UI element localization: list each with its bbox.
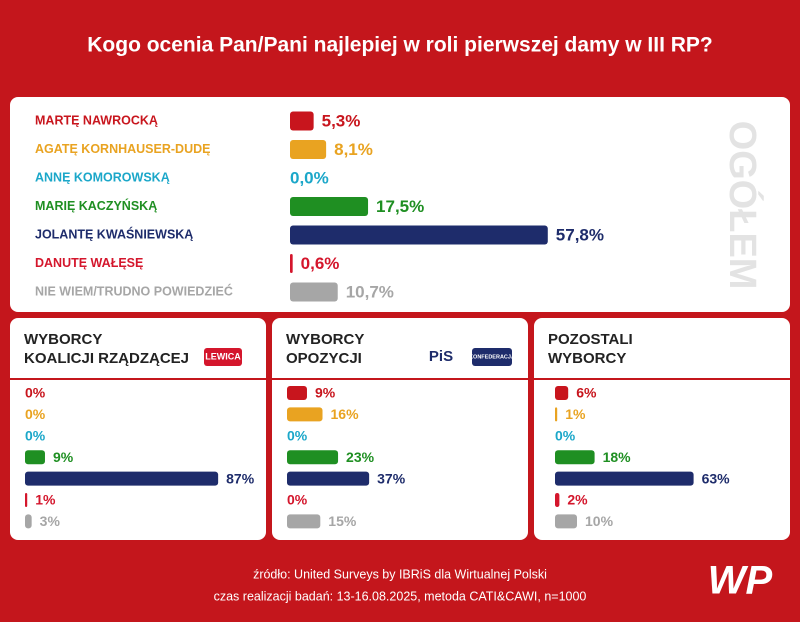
value-label: 0% bbox=[25, 385, 46, 401]
bar bbox=[25, 493, 28, 507]
bar bbox=[290, 197, 369, 216]
bar bbox=[287, 450, 339, 465]
bar bbox=[287, 407, 323, 422]
category-label: NIE WIEM/TRUDNO POWIEDZIEĆ bbox=[35, 283, 233, 298]
bar bbox=[290, 111, 314, 131]
category-label: ANNĘ KOMOROWSKĄ bbox=[35, 170, 170, 184]
value-label: 1% bbox=[35, 492, 56, 508]
bar bbox=[290, 225, 548, 245]
bar bbox=[25, 514, 32, 529]
bar bbox=[25, 471, 219, 486]
value-label: 1% bbox=[565, 406, 586, 422]
logo: LEWICA bbox=[205, 351, 241, 361]
main-panel bbox=[10, 97, 790, 312]
value-label: 0% bbox=[25, 428, 46, 444]
bar bbox=[287, 514, 321, 529]
bar bbox=[555, 471, 694, 486]
logo: PiS bbox=[429, 348, 453, 365]
bar bbox=[290, 254, 293, 273]
value-label: 0,6% bbox=[301, 254, 340, 273]
bar bbox=[287, 471, 370, 486]
brand-logo: WP bbox=[708, 559, 773, 603]
value-label: 10% bbox=[585, 513, 614, 529]
bar bbox=[555, 514, 577, 529]
side-label: OGÓŁEM bbox=[721, 121, 765, 290]
logo: KONFEDERACJA bbox=[469, 354, 515, 360]
panel-title: WYBORCY bbox=[24, 331, 102, 348]
bar bbox=[555, 407, 558, 422]
value-label: 37% bbox=[377, 470, 406, 486]
bar bbox=[25, 450, 45, 465]
panel-title: POZOSTALI bbox=[548, 331, 633, 348]
value-label: 6% bbox=[576, 385, 597, 401]
value-label: 9% bbox=[315, 385, 336, 401]
value-label: 0% bbox=[555, 428, 576, 444]
category-label: AGATĘ KORNHAUSER-DUDĘ bbox=[35, 142, 210, 156]
panel-title: WYBORCY bbox=[548, 350, 626, 367]
value-label: 0% bbox=[287, 428, 308, 444]
bar bbox=[555, 450, 595, 465]
source: źródło: United Surveys by IBRiS dla Wirt… bbox=[253, 567, 547, 581]
value-label: 2% bbox=[567, 492, 588, 508]
bar bbox=[555, 386, 569, 400]
panel-title: KOALICJI RZĄDZĄCEJ bbox=[24, 350, 189, 367]
bar bbox=[287, 386, 307, 400]
value-label: 0,0% bbox=[290, 168, 329, 187]
value-label: 10,7% bbox=[346, 282, 394, 301]
panel-title: WYBORCY bbox=[286, 331, 364, 348]
category-label: JOLANTĘ KWAŚNIEWSKĄ bbox=[35, 226, 193, 241]
category-label: MARTĘ NAWROCKĄ bbox=[35, 113, 158, 127]
value-label: 16% bbox=[331, 406, 360, 422]
category-label: MARIĘ KACZYŃSKĄ bbox=[35, 198, 157, 213]
value-label: 8,1% bbox=[334, 140, 373, 159]
logo-box bbox=[204, 348, 242, 366]
value-label: 0% bbox=[25, 406, 46, 422]
note: czas realizacji badań: 13-16.08.2025, me… bbox=[214, 589, 587, 603]
title: Kogo ocenia Pan/Pani najlepiej w roli pi… bbox=[87, 34, 713, 57]
value-label: 23% bbox=[346, 449, 375, 465]
value-label: 5,3% bbox=[322, 111, 361, 130]
logo-box bbox=[422, 348, 460, 366]
category-label: DANUTĘ WAŁĘSĘ bbox=[35, 256, 143, 270]
value-label: 87% bbox=[226, 470, 255, 486]
value-label: 17,5% bbox=[376, 197, 424, 216]
value-label: 15% bbox=[328, 513, 357, 529]
bar bbox=[290, 140, 327, 159]
value-label: 57,8% bbox=[556, 225, 604, 244]
value-label: 0% bbox=[287, 492, 308, 508]
bar bbox=[555, 493, 560, 507]
value-label: 3% bbox=[40, 513, 61, 529]
panel-title: OPOZYCJI bbox=[286, 350, 362, 367]
value-label: 9% bbox=[53, 449, 74, 465]
bar bbox=[290, 282, 338, 302]
value-label: 63% bbox=[702, 470, 731, 486]
value-label: 18% bbox=[603, 449, 632, 465]
logo-box bbox=[472, 348, 512, 366]
